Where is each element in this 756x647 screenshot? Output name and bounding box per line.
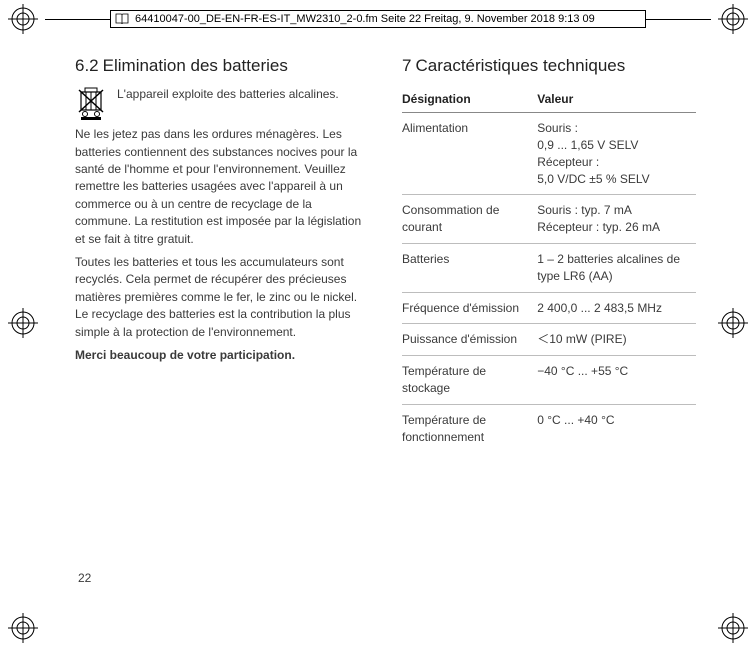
spec-table-body: AlimentationSouris :0,9 ... 1,65 V SELVR… [402, 113, 696, 453]
regmark-bottom-left [8, 613, 38, 643]
book-icon [115, 13, 129, 25]
table-row: Fréquence d'émission2 400,0 ... 2 483,5 … [402, 292, 696, 324]
regmark-bottom-right [718, 613, 748, 643]
spec-table: Désignation Valeur AlimentationSouris :0… [402, 86, 696, 452]
table-row: Puissance d'émission＜10 mW (PIRE) [402, 324, 696, 356]
spec-key: Température de stockage [402, 356, 537, 405]
left-para1: Ne les jetez pas dans les ordures ménagè… [75, 126, 369, 248]
regmark-mid-left [8, 308, 38, 338]
table-row: Batteries1 – 2 batteries alcalines de ty… [402, 244, 696, 293]
no-trash-battery-icon [75, 86, 109, 122]
page-content: 6.2Elimination des batteries L'appareil … [75, 55, 696, 587]
doc-header-text: 64410047-00_DE-EN-FR-ES-IT_MW2310_2-0.fm… [135, 13, 595, 25]
spec-key: Consommation de courant [402, 195, 537, 244]
regmark-top-right [718, 4, 748, 34]
table-row: Température de fonctionnement0 °C ... +4… [402, 404, 696, 452]
doc-header-bar: 64410047-00_DE-EN-FR-ES-IT_MW2310_2-0.fm… [110, 10, 646, 28]
section-7-heading: 7Caractéristiques techniques [402, 55, 696, 76]
spec-key: Température de fonctionnement [402, 404, 537, 452]
section-6-2-title: Elimination des batteries [103, 56, 288, 75]
left-column: 6.2Elimination des batteries L'appareil … [75, 55, 373, 587]
spec-key: Fréquence d'émission [402, 292, 537, 324]
spec-val: 1 – 2 batteries alcalines de type LR6 (A… [537, 244, 696, 293]
left-thanks: Merci beaucoup de votre participation. [75, 347, 369, 364]
battery-intro-block: L'appareil exploite des batteries alcali… [75, 86, 369, 122]
spec-col2-header: Valeur [537, 86, 696, 113]
left-para2: Toutes les batteries et tous les accumul… [75, 254, 369, 341]
spec-key: Puissance d'émission [402, 324, 537, 356]
section-7-title: Caractéristiques techniques [415, 56, 625, 75]
spec-val: ＜10 mW (PIRE) [537, 324, 696, 356]
page-number: 22 [78, 571, 91, 585]
spec-col1-header: Désignation [402, 86, 537, 113]
section-6-2-heading: 6.2Elimination des batteries [75, 55, 369, 76]
table-row: AlimentationSouris :0,9 ... 1,65 V SELVR… [402, 113, 696, 195]
spec-key: Batteries [402, 244, 537, 293]
section-6-2-num: 6.2 [75, 56, 99, 75]
spec-val: Souris : typ. 7 mARécepteur : typ. 26 mA [537, 195, 696, 244]
right-column: 7Caractéristiques techniques Désignation… [398, 55, 696, 587]
regmark-mid-right [718, 308, 748, 338]
battery-intro-text: L'appareil exploite des batteries alcali… [117, 86, 339, 122]
table-row: Température de stockage−40 °C ... +55 °C [402, 356, 696, 405]
section-7-num: 7 [402, 56, 411, 75]
spec-key: Alimentation [402, 113, 537, 195]
spec-val: 0 °C ... +40 °C [537, 404, 696, 452]
table-row: Consommation de courantSouris : typ. 7 m… [402, 195, 696, 244]
regmark-top-left [8, 4, 38, 34]
spec-val: −40 °C ... +55 °C [537, 356, 696, 405]
spec-val: Souris :0,9 ... 1,65 V SELVRécepteur :5,… [537, 113, 696, 195]
spec-val: 2 400,0 ... 2 483,5 MHz [537, 292, 696, 324]
